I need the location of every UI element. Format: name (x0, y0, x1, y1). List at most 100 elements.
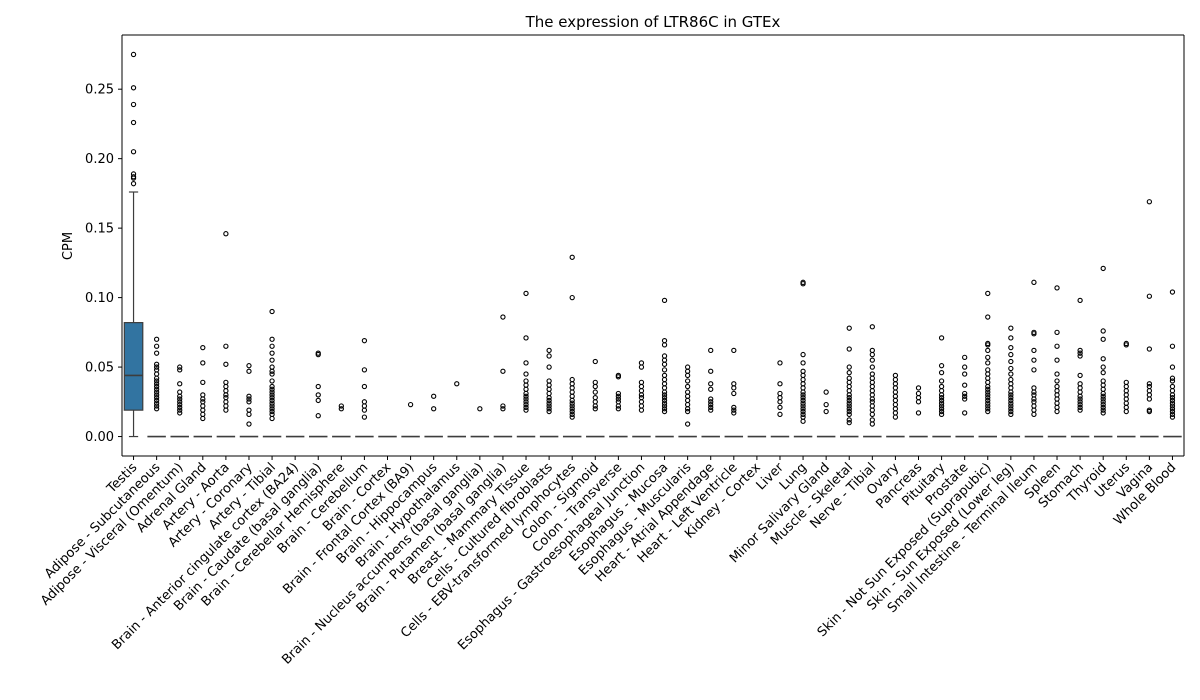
outlier-point (546, 364, 552, 370)
outlier-point (523, 393, 529, 399)
outlier-point (1008, 371, 1014, 377)
outlier-point (1031, 357, 1037, 363)
outlier-point (892, 406, 899, 412)
outlier-point (1169, 397, 1176, 404)
outlier-point (500, 368, 506, 374)
outlier-point (1031, 367, 1037, 373)
outlier-point (1054, 329, 1060, 335)
outlier-point (153, 386, 160, 392)
box-group-12 (401, 401, 420, 438)
outlier-point (1008, 376, 1014, 383)
outlier-point (800, 385, 806, 391)
outlier-point (269, 403, 275, 409)
outlier-point (315, 351, 321, 358)
outlier-point (177, 396, 183, 402)
outlier-point (800, 414, 806, 420)
outlier-point (1008, 406, 1014, 412)
outlier-point (1077, 372, 1083, 379)
outlier-point (985, 314, 991, 320)
outlier-point (962, 371, 968, 377)
outlier-point (615, 393, 622, 399)
outlier-point (200, 415, 206, 422)
outlier-point (223, 407, 229, 413)
outlier-point (800, 351, 806, 358)
box-group-14 (447, 381, 466, 438)
outlier-point (846, 403, 852, 409)
outlier-point (523, 401, 529, 408)
outlier-point (892, 401, 899, 408)
outlier-point (800, 376, 806, 383)
outlier-point (661, 361, 668, 367)
outlier-point (1146, 383, 1153, 390)
outlier-point (661, 406, 668, 412)
outlier-point (223, 383, 229, 390)
outlier-point (638, 399, 645, 405)
outlier-point (223, 343, 229, 349)
outlier-point (985, 403, 991, 409)
outlier-point (985, 400, 991, 406)
outlier-point (1031, 396, 1037, 402)
outlier-point (846, 346, 852, 352)
outlier-point (708, 386, 714, 392)
outlier-point (1169, 408, 1176, 415)
outlier-point (869, 421, 875, 427)
outlier-point (708, 396, 714, 402)
y-tick-label: 0.25 (85, 83, 114, 98)
outlier-point (1123, 388, 1129, 394)
outlier-point (661, 338, 668, 344)
outlier-point (731, 385, 737, 391)
box-group-20 (586, 358, 605, 438)
outlier-point (869, 403, 875, 409)
outlier-point (1146, 381, 1153, 387)
outlier-point (1146, 346, 1153, 352)
outlier-point (1031, 331, 1037, 337)
outlier-point (592, 383, 598, 390)
outlier-point (1100, 336, 1106, 342)
outlier-point (1169, 414, 1176, 420)
outlier-point (153, 400, 160, 406)
outlier-point (177, 404, 183, 411)
outlier-point (177, 364, 183, 370)
outlier-point (153, 389, 160, 395)
box-group-28 (770, 360, 790, 438)
outlier-point (1100, 328, 1106, 334)
outlier-point (846, 411, 852, 417)
outlier-point (1169, 343, 1176, 349)
outlier-point (361, 407, 368, 413)
outlier-point (177, 401, 183, 408)
outlier-point (661, 353, 668, 359)
outlier-point (269, 308, 275, 315)
box-group-37 (978, 290, 997, 438)
outlier-point (1031, 399, 1037, 405)
outlier-point (177, 389, 183, 395)
outlier-point (1054, 371, 1060, 377)
outlier-point (338, 403, 344, 409)
outlier-point (315, 413, 321, 419)
outlier-point (800, 400, 806, 406)
outlier-point (684, 408, 691, 415)
outlier-point (1169, 400, 1176, 406)
box-group-30 (816, 389, 836, 438)
outlier-point (823, 389, 829, 395)
outlier-point (1146, 392, 1153, 398)
outlier-point (177, 407, 183, 413)
outlier-point (638, 388, 645, 394)
outlier-point (1100, 382, 1106, 388)
outlier-point (1123, 383, 1129, 390)
outlier-point (546, 394, 552, 401)
outlier-point (846, 375, 852, 381)
outlier-point (1031, 407, 1037, 413)
outlier-point (661, 408, 668, 415)
outlier-point (938, 403, 945, 409)
outlier-point (269, 336, 275, 342)
outlier-point (938, 394, 945, 401)
plot-area (123, 51, 1182, 438)
outlier-point (1123, 400, 1129, 406)
outlier-point (938, 335, 945, 341)
outlier-point (1077, 399, 1083, 405)
outlier-point (962, 396, 968, 402)
outlier-point (246, 396, 252, 402)
outlier-point (638, 383, 645, 390)
outlier-point (1169, 406, 1176, 412)
